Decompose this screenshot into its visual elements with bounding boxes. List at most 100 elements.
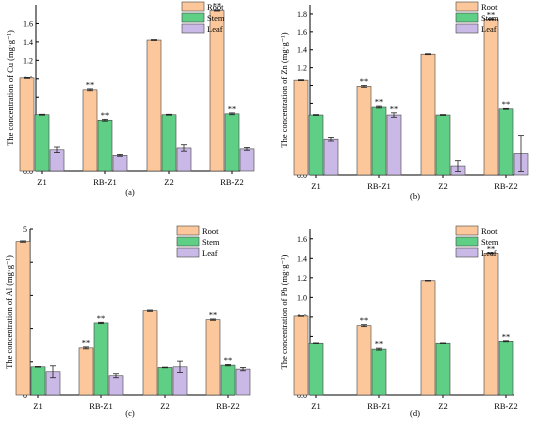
legend-label-leaf: Leaf bbox=[481, 248, 497, 258]
bar-root bbox=[142, 310, 158, 396]
y-tick-label: 5 bbox=[23, 225, 27, 234]
y-tick-label: 1.6 bbox=[23, 19, 33, 28]
significance-mark: ** bbox=[209, 309, 218, 319]
bar-root bbox=[209, 10, 225, 172]
significance-mark: ** bbox=[487, 243, 496, 253]
significance-mark: ** bbox=[375, 339, 384, 349]
y-tick-label: 0 bbox=[23, 391, 27, 400]
bar-leaf bbox=[112, 155, 128, 172]
bar-stem bbox=[308, 114, 324, 176]
bar-stem bbox=[371, 348, 387, 396]
bar-root bbox=[356, 86, 372, 176]
bar-root bbox=[146, 39, 162, 172]
legend-label-root: Root bbox=[202, 226, 219, 236]
y-tick-label: 1.4 bbox=[297, 254, 307, 263]
legend-label-root: Root bbox=[481, 226, 498, 236]
bar-stem bbox=[93, 322, 109, 396]
bar-stem bbox=[157, 367, 173, 396]
x-tick-label: RB-Z1 bbox=[89, 401, 113, 411]
x-tick-label: RB-Z1 bbox=[367, 401, 391, 411]
bar-root bbox=[483, 253, 499, 396]
legend-swatch-stem bbox=[176, 236, 200, 247]
bar-leaf bbox=[239, 148, 255, 172]
panel-label: (d) bbox=[410, 408, 420, 418]
bar-stem bbox=[371, 106, 387, 176]
legend-swatch-leaf bbox=[455, 23, 479, 34]
x-tick-label: Z2 bbox=[164, 177, 173, 187]
bar-root bbox=[420, 53, 436, 176]
significance-mark: ** bbox=[82, 337, 91, 347]
bar-root bbox=[483, 19, 499, 176]
y-tick-label: 1.8 bbox=[297, 10, 307, 19]
bar-root bbox=[15, 241, 31, 396]
y-tick-label: 1.2 bbox=[23, 56, 33, 65]
y-tick-label: 1.2 bbox=[297, 274, 307, 283]
y-axis-title: The concentration of Cu (mg·g⁻¹) bbox=[5, 30, 15, 146]
legend-label-stem: Stem bbox=[481, 237, 499, 247]
x-tick-label: Z2 bbox=[160, 401, 169, 411]
bar-root bbox=[293, 79, 309, 176]
x-tick-label: Z1 bbox=[311, 401, 320, 411]
y-tick-label: 1.4 bbox=[297, 46, 307, 55]
legend-swatch-stem bbox=[455, 236, 479, 247]
legend-label-leaf: Leaf bbox=[202, 248, 218, 258]
legend-swatch-root bbox=[181, 1, 205, 12]
bar-root bbox=[293, 315, 309, 396]
panel-label: (a) bbox=[125, 187, 135, 197]
y-tick-label: 1.6 bbox=[297, 235, 307, 244]
bar-leaf bbox=[49, 149, 65, 172]
x-tick-label: RB-Z2 bbox=[494, 401, 518, 411]
y-tick-label: 0.0 bbox=[23, 167, 33, 176]
x-tick-label: Z1 bbox=[33, 401, 42, 411]
bar-leaf bbox=[323, 138, 339, 176]
legend-swatch-leaf bbox=[181, 23, 205, 34]
bar-root bbox=[19, 77, 35, 172]
legend-label-stem: Stem bbox=[207, 13, 225, 23]
x-tick-label: RB-Z2 bbox=[220, 177, 244, 187]
bar-stem bbox=[30, 366, 46, 396]
significance-mark: ** bbox=[502, 331, 511, 341]
significance-mark: ** bbox=[360, 76, 369, 86]
bar-stem bbox=[435, 114, 451, 176]
bar-root bbox=[78, 347, 94, 396]
legend-swatch-root bbox=[176, 225, 200, 236]
bar-root bbox=[205, 319, 221, 396]
y-axis-title: The concentration of Al (mg·g⁻¹) bbox=[4, 255, 14, 369]
legend-swatch-stem bbox=[455, 12, 479, 23]
legend-label-leaf: Leaf bbox=[207, 24, 223, 34]
y-tick-label: 1.2 bbox=[297, 64, 307, 73]
panel-label: (b) bbox=[410, 191, 420, 201]
bar-stem bbox=[435, 342, 451, 396]
legend-label-leaf: Leaf bbox=[481, 24, 497, 34]
significance-mark: ** bbox=[213, 1, 222, 11]
significance-mark: ** bbox=[228, 103, 237, 113]
y-tick-label: 1.4 bbox=[23, 38, 33, 47]
bar-stem bbox=[220, 364, 236, 396]
bar-leaf bbox=[108, 375, 124, 396]
legend-label-stem: Stem bbox=[202, 237, 220, 247]
significance-mark: ** bbox=[375, 97, 384, 107]
chart-panel-3: 012345The concentration of Al (mg·g⁻¹)Z1… bbox=[4, 225, 251, 418]
bar-stem bbox=[498, 340, 514, 396]
significance-mark: ** bbox=[86, 79, 95, 89]
bar-stem bbox=[308, 342, 324, 396]
x-tick-label: RB-Z1 bbox=[93, 177, 117, 187]
x-tick-label: Z2 bbox=[438, 181, 447, 191]
significance-mark: ** bbox=[390, 103, 399, 113]
y-tick-label: 0.0 bbox=[297, 391, 307, 400]
significance-mark: ** bbox=[224, 355, 233, 365]
y-tick-label: 1.6 bbox=[297, 28, 307, 37]
significance-mark: ** bbox=[97, 313, 106, 323]
y-tick-label: 0.0 bbox=[297, 171, 307, 180]
legend-swatch-stem bbox=[181, 12, 205, 23]
x-tick-label: RB-Z2 bbox=[494, 181, 518, 191]
bar-leaf bbox=[386, 114, 402, 176]
y-axis-title: The concentration of Zn (mg·g⁻¹) bbox=[279, 32, 289, 147]
significance-mark: ** bbox=[487, 9, 496, 19]
bar-stem bbox=[498, 108, 514, 176]
